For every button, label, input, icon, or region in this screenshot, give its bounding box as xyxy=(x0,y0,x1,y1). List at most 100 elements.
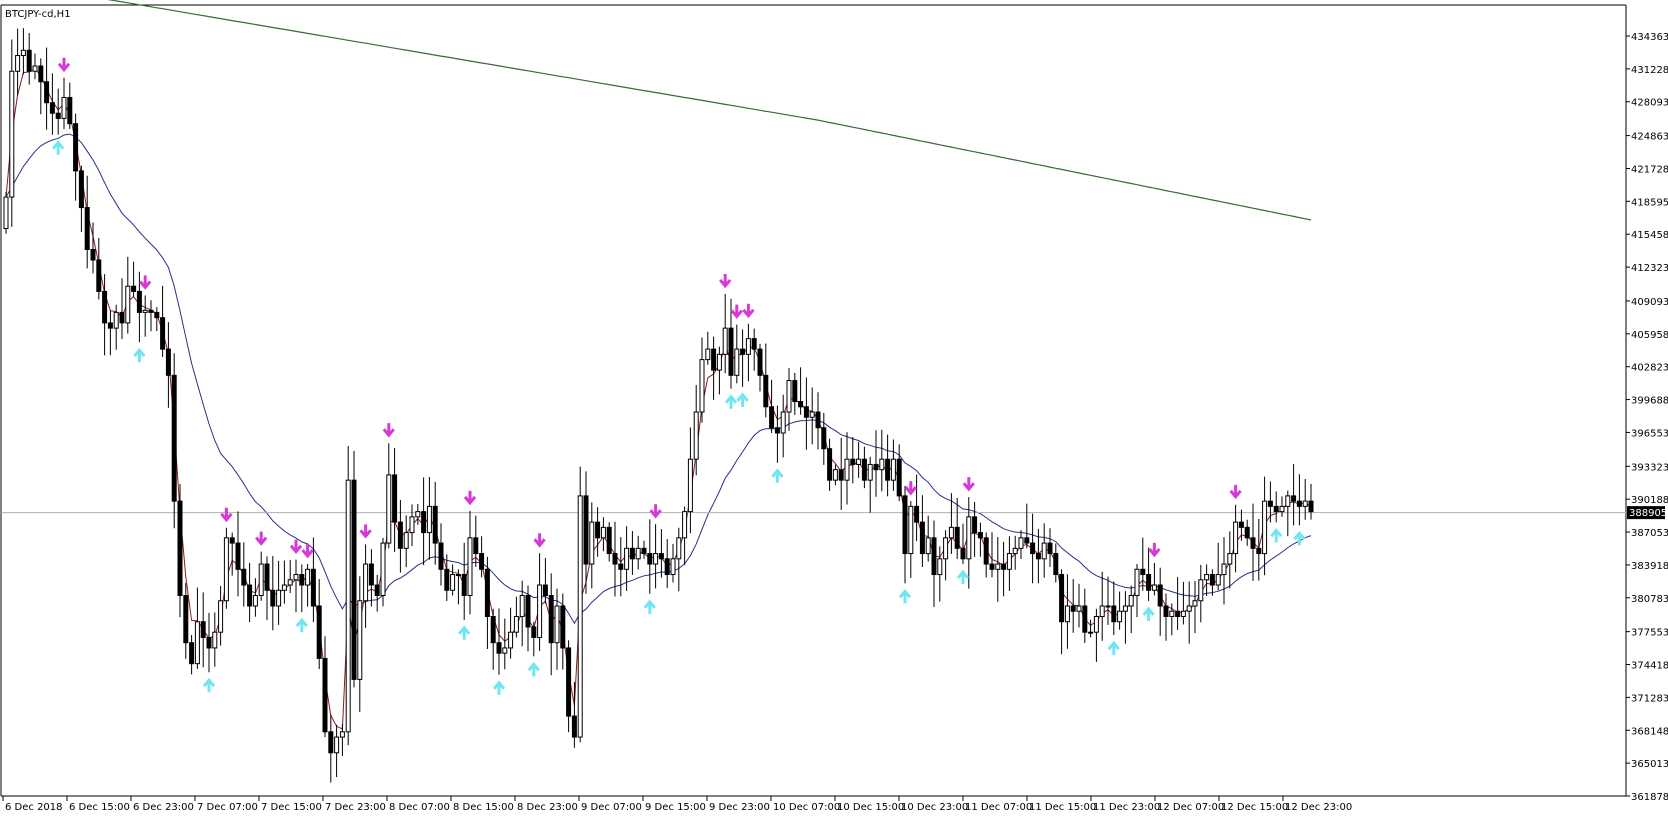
candle-body xyxy=(444,568,450,591)
candle-body xyxy=(699,359,705,413)
ma-fast-line xyxy=(5,68,1312,730)
candle-body xyxy=(212,631,218,649)
candle-body xyxy=(902,495,908,555)
candle-body xyxy=(55,112,61,119)
candle-body xyxy=(44,81,50,104)
candle-body xyxy=(943,537,949,560)
buy-signal-arrow xyxy=(527,661,540,677)
candle-body xyxy=(15,55,21,72)
candle-body xyxy=(1088,631,1094,634)
candle-body xyxy=(635,547,641,560)
price-tick-label: 368148 xyxy=(1631,726,1668,737)
candle-body xyxy=(798,401,804,408)
candle-body xyxy=(861,458,867,481)
candle-body xyxy=(293,574,299,581)
candle-body xyxy=(948,526,954,539)
candle-body xyxy=(276,589,282,607)
candle-body xyxy=(467,537,473,597)
candle-body xyxy=(676,537,682,560)
time-tick-label: 12 Dec 15:00 xyxy=(1221,802,1288,813)
candle-body xyxy=(1001,563,1007,570)
candle-body xyxy=(73,123,79,172)
candle-body xyxy=(148,309,154,313)
buy-signal-arrow xyxy=(898,589,912,604)
candle-body xyxy=(751,338,757,350)
candle-body xyxy=(763,374,769,408)
candle-body xyxy=(983,537,989,565)
candle-body xyxy=(670,558,676,576)
buy-signal-arrow xyxy=(295,617,308,633)
candle-body xyxy=(1111,605,1117,623)
candle-body xyxy=(624,547,630,570)
candle-body xyxy=(345,479,351,733)
price-tick-label: 424863 xyxy=(1631,132,1668,143)
current-price-label: 388905 xyxy=(1629,508,1667,519)
candle-body xyxy=(1059,574,1065,623)
candle-body xyxy=(1006,553,1012,570)
candle-body xyxy=(1302,500,1308,507)
candle-body xyxy=(415,511,421,518)
buy-signal-arrow xyxy=(1142,606,1155,621)
sell-signal-arrow xyxy=(730,304,743,319)
candle-body xyxy=(658,553,664,560)
sell-signal-arrow xyxy=(139,275,152,290)
price-tick-label: 380783 xyxy=(1631,594,1668,605)
ma-mid-line xyxy=(5,133,1312,625)
buy-signal-arrow xyxy=(1107,640,1120,656)
candle-body xyxy=(711,348,717,371)
candle-body xyxy=(832,469,838,481)
buy-signal-arrow xyxy=(724,394,738,409)
candle-body xyxy=(1308,500,1314,513)
sell-signal-arrow xyxy=(962,477,975,492)
candle-body xyxy=(305,568,311,586)
price-scale: 434363 431228 428093 424863 421728 418595 4154… xyxy=(1626,32,1668,803)
candle-body xyxy=(577,495,583,738)
buy-signal-arrow xyxy=(956,569,970,585)
candle-body xyxy=(455,574,461,577)
time-tick-label: 12 Dec 23:00 xyxy=(1285,802,1352,813)
candle-body xyxy=(368,563,374,586)
candle-body xyxy=(734,348,740,376)
candle-body xyxy=(606,526,612,555)
candle-body xyxy=(1244,526,1250,539)
price-tick-label: 405958 xyxy=(1631,330,1668,341)
candle-body xyxy=(421,511,427,534)
sell-signal-arrow xyxy=(359,524,372,539)
candle-body xyxy=(1163,605,1169,617)
candle-body xyxy=(502,647,508,654)
sell-signal-arrow xyxy=(1229,484,1242,500)
candle-body xyxy=(589,521,595,565)
candle-body xyxy=(554,605,560,644)
candle-body xyxy=(1273,505,1279,513)
buy-signal-arrow xyxy=(1270,527,1283,543)
candle-body xyxy=(1250,537,1256,549)
candle-body xyxy=(966,516,972,560)
candle-body xyxy=(26,49,32,72)
candle-body xyxy=(281,584,287,591)
candle-body xyxy=(165,348,171,376)
time-tick-label: 7 Dec 15:00 xyxy=(261,802,322,813)
candle-body xyxy=(61,96,67,119)
candle-body xyxy=(206,636,212,649)
candle-body xyxy=(809,411,815,418)
candle-body xyxy=(525,595,531,628)
candle-body xyxy=(316,605,322,659)
candle-body xyxy=(867,463,873,481)
price-tick-label: 415458 xyxy=(1631,230,1668,241)
candle-body xyxy=(438,542,444,570)
sell-signal-arrow xyxy=(742,303,755,319)
price-tick-label: 409093 xyxy=(1631,297,1668,308)
candle-body xyxy=(838,469,844,481)
sell-signal-arrow xyxy=(255,531,268,546)
candle-body xyxy=(1175,610,1181,617)
candle-body xyxy=(1146,574,1152,591)
candle-body xyxy=(641,547,647,555)
price-tick-label: 365013 xyxy=(1631,759,1668,770)
time-tick-label: 10 Dec 07:00 xyxy=(773,802,840,813)
time-tick-label: 7 Dec 23:00 xyxy=(325,802,386,813)
candle-body xyxy=(513,615,519,633)
candle-body xyxy=(20,49,26,57)
candle-body xyxy=(1093,615,1099,633)
